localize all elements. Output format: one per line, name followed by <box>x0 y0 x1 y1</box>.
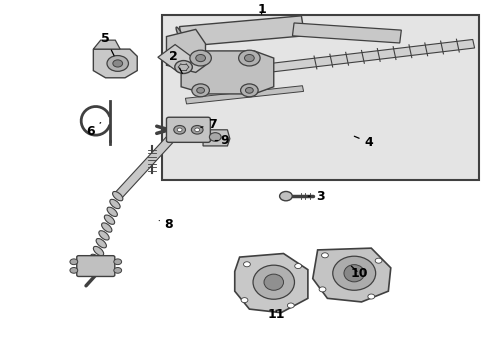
Polygon shape <box>93 40 120 49</box>
Text: 11: 11 <box>267 308 285 321</box>
Circle shape <box>374 258 381 263</box>
Circle shape <box>279 192 292 201</box>
Circle shape <box>319 287 325 292</box>
Ellipse shape <box>90 254 101 264</box>
Circle shape <box>196 87 204 93</box>
Ellipse shape <box>264 274 283 290</box>
Polygon shape <box>93 49 137 78</box>
Circle shape <box>209 133 221 141</box>
Circle shape <box>189 50 211 66</box>
Ellipse shape <box>176 27 186 46</box>
Circle shape <box>367 294 374 299</box>
Circle shape <box>243 262 250 267</box>
Polygon shape <box>203 130 229 146</box>
Ellipse shape <box>102 223 112 232</box>
Circle shape <box>114 259 122 265</box>
Polygon shape <box>292 23 401 43</box>
FancyBboxPatch shape <box>166 117 210 142</box>
Ellipse shape <box>104 215 114 224</box>
Ellipse shape <box>107 207 117 216</box>
Ellipse shape <box>96 239 106 248</box>
Ellipse shape <box>99 231 109 240</box>
Circle shape <box>245 87 253 93</box>
Ellipse shape <box>93 246 103 256</box>
Circle shape <box>321 253 328 258</box>
Circle shape <box>173 126 185 134</box>
Text: 5: 5 <box>101 32 114 55</box>
Circle shape <box>194 128 199 132</box>
Circle shape <box>113 60 122 67</box>
Circle shape <box>195 54 205 62</box>
Text: 2: 2 <box>169 50 182 73</box>
Polygon shape <box>113 133 178 198</box>
Polygon shape <box>181 51 273 94</box>
Polygon shape <box>185 86 303 104</box>
Polygon shape <box>179 16 304 46</box>
Circle shape <box>70 259 78 265</box>
Circle shape <box>174 60 192 73</box>
Polygon shape <box>312 248 390 302</box>
Circle shape <box>177 128 182 132</box>
Ellipse shape <box>252 265 294 299</box>
Text: 3: 3 <box>307 190 324 203</box>
Circle shape <box>191 84 209 97</box>
Circle shape <box>241 298 247 303</box>
Circle shape <box>287 303 294 308</box>
Text: 10: 10 <box>349 266 367 280</box>
Circle shape <box>191 126 203 134</box>
Polygon shape <box>158 45 194 72</box>
Ellipse shape <box>110 199 120 209</box>
Polygon shape <box>166 30 205 72</box>
Text: 6: 6 <box>86 123 101 138</box>
Bar <box>161 15 478 180</box>
Circle shape <box>114 267 122 273</box>
Circle shape <box>294 264 301 269</box>
Ellipse shape <box>343 265 364 282</box>
Circle shape <box>70 267 78 273</box>
Circle shape <box>107 55 128 71</box>
Text: 7: 7 <box>201 118 217 131</box>
Circle shape <box>244 54 254 62</box>
Polygon shape <box>184 40 474 82</box>
Ellipse shape <box>332 256 375 290</box>
Circle shape <box>240 84 258 97</box>
Text: 8: 8 <box>159 218 173 231</box>
Circle shape <box>238 50 260 66</box>
Text: 1: 1 <box>257 3 265 16</box>
FancyBboxPatch shape <box>77 256 115 276</box>
Text: 4: 4 <box>354 136 372 149</box>
Polygon shape <box>234 253 307 313</box>
Ellipse shape <box>112 192 122 201</box>
Text: 9: 9 <box>215 134 229 147</box>
